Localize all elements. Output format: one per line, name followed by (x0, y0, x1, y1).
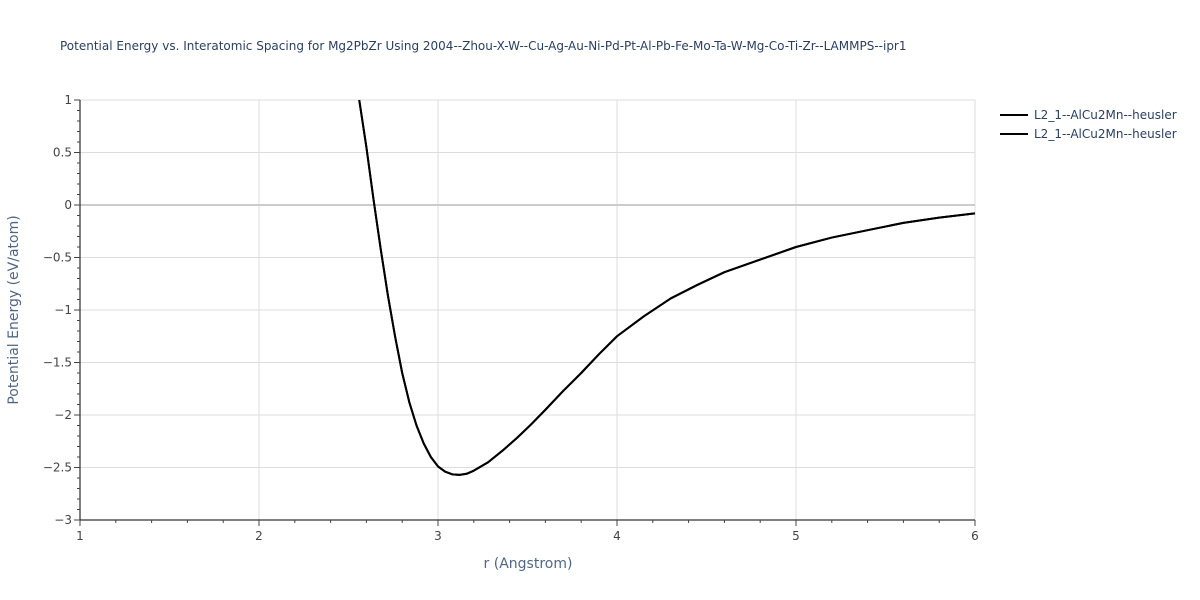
y-tick-label: 0.5 (53, 146, 72, 160)
y-tick-label: 0 (64, 198, 72, 212)
y-tick-label: 1 (64, 93, 72, 107)
y-tick-label: −2.5 (43, 461, 72, 475)
legend: L2_1--AlCu2Mn--heusler L2_1--AlCu2Mn--heu… (1000, 108, 1177, 141)
series-line-1 (358, 99, 976, 476)
axes (74, 99, 976, 526)
x-tick-label: 2 (255, 529, 263, 543)
grid-lines (80, 99, 976, 520)
chart-title: Potential Energy vs. Interatomic Spacing… (60, 39, 907, 53)
y-tick-label: −1 (54, 303, 72, 317)
x-tick-label: 3 (434, 529, 442, 543)
x-axis-title: r (Angstrom) (484, 556, 573, 572)
x-tick-label: 1 (76, 529, 84, 543)
x-tick-label: 4 (613, 529, 621, 543)
series-lines (358, 99, 976, 476)
y-axis-title: Potential Energy (eV/atom) (6, 215, 22, 404)
y-tick-label: −1.5 (43, 356, 72, 370)
y-tick-labels: 1 0.5 0 −0.5 −1 −1.5 −2 −2.5 −3 (43, 93, 72, 527)
series-line-2 (358, 99, 976, 476)
legend-label: L2_1--AlCu2Mn--heusler (1034, 127, 1177, 141)
y-tick-label: −2 (54, 408, 72, 422)
y-tick-label: −0.5 (43, 251, 72, 265)
x-tick-label: 5 (792, 529, 800, 543)
y-tick-label: −3 (54, 513, 72, 527)
x-tick-label: 6 (971, 529, 979, 543)
x-tick-labels: 1 2 3 4 5 6 (76, 529, 979, 543)
legend-label: L2_1--AlCu2Mn--heusler (1034, 108, 1177, 122)
